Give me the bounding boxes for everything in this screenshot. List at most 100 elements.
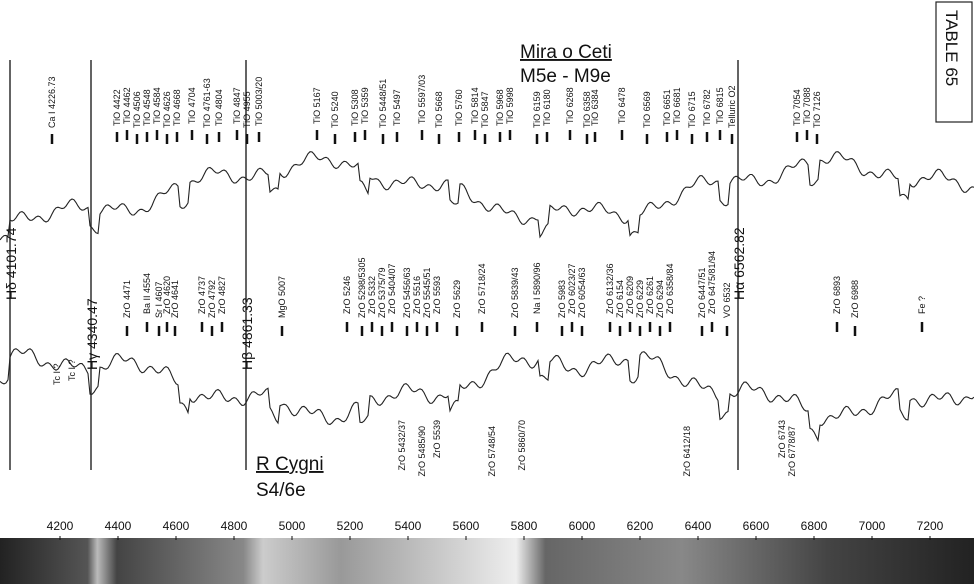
line-label: TiO 6782	[702, 89, 712, 126]
line-label: VO 6532	[722, 282, 732, 318]
mira-trace	[0, 151, 974, 241]
line-label: TiO 6478	[617, 87, 627, 124]
line-label: ZrO 5839/43	[510, 267, 520, 318]
star-class: M5e - M9e	[520, 66, 611, 87]
wavelength-label: 7200	[917, 519, 944, 533]
wavelength-label: 6400	[685, 519, 712, 533]
line-label: ZrO 6988	[850, 280, 860, 318]
line-label: ZrO 4827	[217, 276, 227, 314]
wavelength-label: 5600	[453, 519, 480, 533]
line-label: TiO 6815	[715, 87, 725, 124]
wavelength-label: 5800	[511, 519, 538, 533]
line-label: TiO 4626	[162, 91, 172, 128]
spectrum-strip	[0, 538, 974, 584]
line-label: ZrO 5432/37	[397, 420, 407, 471]
line-label: TiO 4422	[112, 89, 122, 126]
line-label: ZrO 5375/79	[377, 267, 387, 318]
line-label: ZrO 6743	[777, 420, 787, 458]
line-label: ZrO 5485/90	[417, 426, 427, 477]
line-label: Sr I 4607	[154, 281, 164, 318]
line-label: TiO 6681	[672, 87, 682, 124]
line-label: ZrO 5298/5305	[357, 257, 367, 318]
line-label: TiO 6651	[662, 89, 672, 126]
balmer-label: Hγ 4340.47	[84, 298, 100, 370]
line-label: TiO 5968	[495, 89, 505, 126]
line-label: TiO 4847	[232, 87, 242, 124]
wavelength-label: 6000	[569, 519, 596, 533]
star-class: S4/6e	[256, 480, 306, 501]
line-label: MgO 5007	[277, 276, 287, 318]
line-label: ZrO 5246	[342, 276, 352, 314]
line-label: Tc I ?	[67, 359, 77, 381]
wavelength-label: 4600	[163, 519, 190, 533]
line-label: ZrO 6054/63	[577, 267, 587, 318]
line-label: Na I 5890/96	[532, 262, 542, 314]
wavelength-label: 6800	[801, 519, 828, 533]
line-label: Ba II 4554	[142, 273, 152, 314]
line-label: TiO 5240	[330, 91, 340, 128]
wavelength-label: 6600	[743, 519, 770, 533]
line-label: ZrO 4620	[162, 276, 172, 314]
line-label: TiO 7088	[802, 87, 812, 124]
line-label: TiO 4704	[187, 87, 197, 124]
line-label: ZrO 5539	[432, 420, 442, 458]
wavelength-label: 4800	[221, 519, 248, 533]
line-label: TiO 7126	[812, 91, 822, 128]
content: Hδ 4101.74 Hγ 4340.47 Hβ 4861.33 Hα 6562.82…	[0, 60, 974, 540]
wavelength-label: 5200	[337, 519, 364, 533]
line-label: ZrO 6294	[655, 280, 665, 318]
wavelength-label: 5400	[395, 519, 422, 533]
plate-number: TABLE 65	[942, 10, 961, 86]
line-label: TiO 4804	[214, 89, 224, 126]
line-label: TiO 4584	[152, 87, 162, 124]
balmer-label: Hδ 4101.74	[3, 227, 19, 300]
line-label: ZrO 5860/70	[517, 420, 527, 471]
line-label: TiO 5998	[505, 87, 515, 124]
wavelength-label: 7000	[859, 519, 886, 533]
line-label: ZrO 4737	[197, 276, 207, 314]
line-label: TiO 5847	[480, 91, 490, 128]
line-label: TiO 4548	[142, 89, 152, 126]
line-label: Ca I 4226.73	[47, 76, 57, 128]
line-label: TiO 5597/03	[417, 75, 427, 124]
line-label: TiO 6159	[532, 91, 542, 128]
line-label: ZrO 6412/18	[682, 426, 692, 477]
line-label: TiO 5668	[434, 91, 444, 128]
balmer-label: Hβ 4861.33	[239, 297, 255, 370]
line-label: ZrO 5629	[452, 280, 462, 318]
line-label: Fe ?	[917, 296, 927, 314]
line-label: ZrO 6132/36	[605, 263, 615, 314]
line-label: TiO 5760	[454, 89, 464, 126]
line-label: ZrO 5404/07	[387, 263, 397, 314]
star-name: R Cygni	[256, 454, 324, 475]
line-label: TiO 4506	[132, 91, 142, 128]
line-label: TiO 5497	[392, 89, 402, 126]
line-label: ZrO 5593	[432, 276, 442, 314]
line-label: TiO 6384	[590, 89, 600, 126]
line-label: ZrO 6358/84	[665, 263, 675, 314]
line-label: TiO 4668	[172, 89, 182, 126]
line-label: ZrO 4471	[122, 280, 132, 318]
line-label: ZrO 5545/51	[422, 267, 432, 318]
line-label: TiO 5308	[350, 89, 360, 126]
plate-box	[935, 1, 973, 123]
line-label: ZrO 6154	[615, 280, 625, 318]
line-label: ZrO 6023/27	[567, 263, 577, 314]
line-label: TiO 4462	[122, 87, 132, 124]
line-label: TiO 5003/20	[254, 77, 264, 126]
wavelength-label: 6200	[627, 519, 654, 533]
balmer-label: Hα 6562.82	[731, 227, 747, 300]
line-label: Telluric O2	[727, 85, 737, 128]
line-label: TiO 6180	[542, 89, 552, 126]
line-label: ZrO 4792	[207, 280, 217, 318]
line-label: TiO 5448/51	[378, 79, 388, 128]
line-label: TiO 6268	[565, 87, 575, 124]
line-label: ZrO 4641	[170, 280, 180, 318]
line-label: ZrO 5983	[557, 280, 567, 318]
line-label: TiO 4761-63	[202, 78, 212, 128]
line-label: ZrO 5718/24	[477, 263, 487, 314]
line-label: ZrO 5456/63	[402, 267, 412, 318]
line-label: TiO 4955	[242, 91, 252, 128]
line-label: ZrO 6475/81/94	[707, 251, 717, 314]
